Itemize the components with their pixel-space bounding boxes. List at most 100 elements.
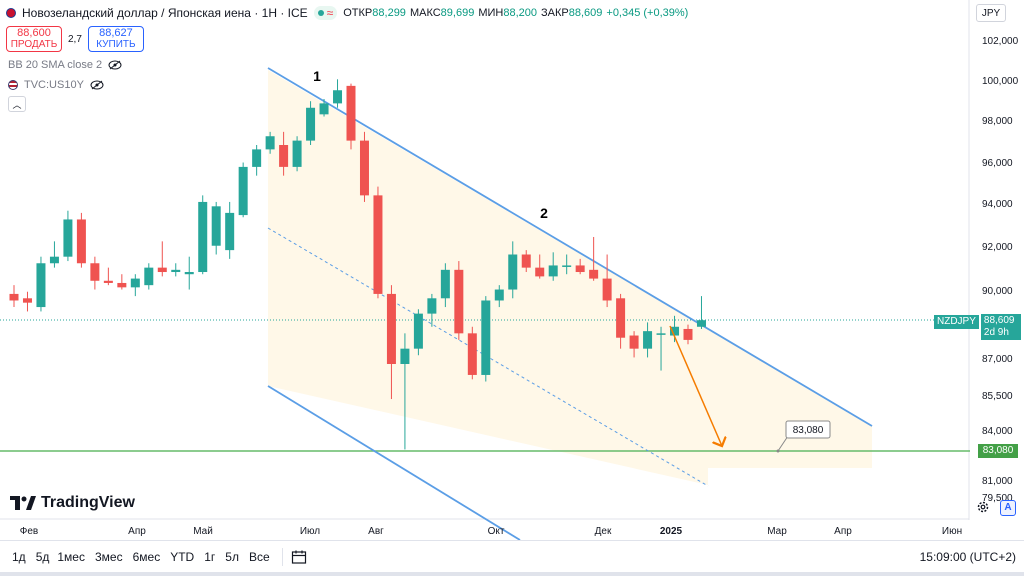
candle: [602, 254, 612, 308]
candle: [413, 309, 423, 356]
candle: [157, 241, 167, 277]
timeframe-1y[interactable]: 1г: [204, 549, 216, 564]
currency-selector[interactable]: JPY: [976, 4, 1006, 22]
candle-body: [696, 320, 706, 327]
collapse-indicators-button[interactable]: ︿: [8, 96, 26, 112]
eye-hidden-icon[interactable]: [108, 60, 122, 70]
timeframe-1m[interactable]: 1мес: [57, 549, 85, 564]
symbol-title[interactable]: Новозеландский доллар / Японская иена · …: [22, 6, 308, 20]
us-flag-icon: [8, 80, 18, 90]
time-axis-label: Июн: [942, 526, 962, 537]
candle: [683, 324, 693, 345]
candle-body: [359, 140, 369, 196]
timeframe-1d[interactable]: 1д: [12, 549, 26, 564]
channel-lower-line: [267, 385, 521, 540]
candle: [427, 293, 437, 327]
candle-body: [49, 256, 59, 264]
calendar-icon[interactable]: [291, 549, 307, 565]
candle: [454, 261, 464, 340]
tradingview-logo-icon: [10, 496, 36, 510]
current-price-tag: NZDJPY 88,609 2d 9h: [934, 314, 1021, 340]
candle: [22, 291, 32, 312]
time-axis: Фев Апр Май Июл Авг Окт Дек 2025 Мар Апр Июн: [20, 526, 962, 537]
candle-body: [211, 206, 221, 246]
candle: [63, 210, 73, 262]
indicator-us10y[interactable]: TVC:US10Y: [8, 79, 104, 91]
candle-body: [481, 300, 491, 375]
candle-body: [157, 267, 167, 273]
price-tag-countdown: 2d 9h: [983, 327, 1009, 338]
candle-body: [629, 335, 639, 349]
candle-body: [144, 267, 154, 286]
wave-label-1: 1: [313, 68, 321, 84]
indicator-bb-label: BB 20 SMA close 2: [8, 59, 103, 71]
candle-body: [616, 298, 626, 338]
time-axis-label: Июл: [300, 526, 320, 537]
candle-body: [386, 293, 396, 364]
candle-body: [454, 269, 464, 334]
timeframe-5y[interactable]: 5л: [225, 549, 239, 564]
candle-body: [494, 289, 504, 301]
candle-body: [643, 331, 653, 349]
tradingview-logo[interactable]: TradingView: [10, 494, 135, 512]
candle: [548, 252, 558, 281]
indicator-bb[interactable]: BB 20 SMA close 2: [8, 59, 122, 71]
candle: [130, 274, 140, 297]
price-axis-label: 94,000: [982, 199, 1013, 210]
sell-button[interactable]: 88,600 ПРОДАТЬ: [6, 26, 62, 52]
price-chart[interactable]: 102,000 100,000 98,000 96,000 94,000 92,000 90…: [0, 0, 1024, 540]
target-callout-label: 83,080: [793, 425, 824, 436]
price-tag-value: 88,609: [983, 315, 1015, 326]
candle-body: [562, 265, 572, 267]
candle: [49, 241, 59, 268]
candle-body: [319, 103, 329, 115]
gear-icon[interactable]: [976, 500, 990, 514]
candle-body: [90, 263, 100, 281]
timeframe-6m[interactable]: 6мес: [132, 549, 161, 564]
candle-body: [76, 219, 86, 264]
candle-body: [279, 144, 289, 167]
candle: [306, 101, 316, 145]
channel-fill: [268, 70, 872, 485]
candle: [535, 254, 545, 279]
candle: [144, 263, 154, 290]
time-axis-label: Окт: [488, 526, 505, 537]
chart-header: Новозеландский доллар / Японская иена · …: [6, 6, 688, 20]
indicator-us10y-label: TVC:US10Y: [24, 79, 84, 91]
candle: [629, 331, 639, 358]
candle-body: [130, 278, 140, 288]
candle-body: [63, 219, 73, 257]
forecast-arrow: [669, 325, 722, 446]
market-status[interactable]: ≈: [313, 6, 338, 20]
eye-hidden-icon[interactable]: [90, 80, 104, 90]
timeframe-ytd[interactable]: YTD: [170, 549, 195, 564]
candle: [494, 285, 504, 308]
buy-button[interactable]: 88,627 КУПИТЬ: [87, 26, 144, 52]
candle: [90, 256, 100, 290]
candle: [76, 212, 86, 268]
price-axis-label: 85,500: [982, 391, 1013, 402]
candle: [211, 201, 221, 255]
time-axis-label: Мар: [767, 526, 787, 537]
candle-body: [306, 107, 316, 141]
clock-display[interactable]: 15:09:00 (UTC+2): [919, 550, 1016, 564]
timeframe-3m[interactable]: 3мес: [94, 549, 123, 564]
candle-body: [333, 90, 343, 104]
auto-scale-button[interactable]: A: [1000, 500, 1016, 516]
candle: [589, 236, 599, 281]
candle-body: [467, 333, 477, 375]
time-axis-label: 2025: [660, 526, 683, 537]
candle-body: [22, 298, 32, 303]
timeframe-all[interactable]: Все: [248, 549, 270, 564]
candle: [292, 136, 302, 172]
price-tag-symbol: NZDJPY: [934, 315, 979, 329]
toolbar-divider: [281, 547, 283, 566]
candle: [103, 267, 113, 286]
candle-body: [103, 280, 113, 283]
candle: [440, 263, 450, 308]
candle: [575, 258, 585, 275]
candle-body: [225, 212, 235, 251]
timeframe-5d[interactable]: 5д: [35, 549, 50, 564]
market-open-icon: [317, 10, 324, 16]
candle: [562, 254, 572, 275]
